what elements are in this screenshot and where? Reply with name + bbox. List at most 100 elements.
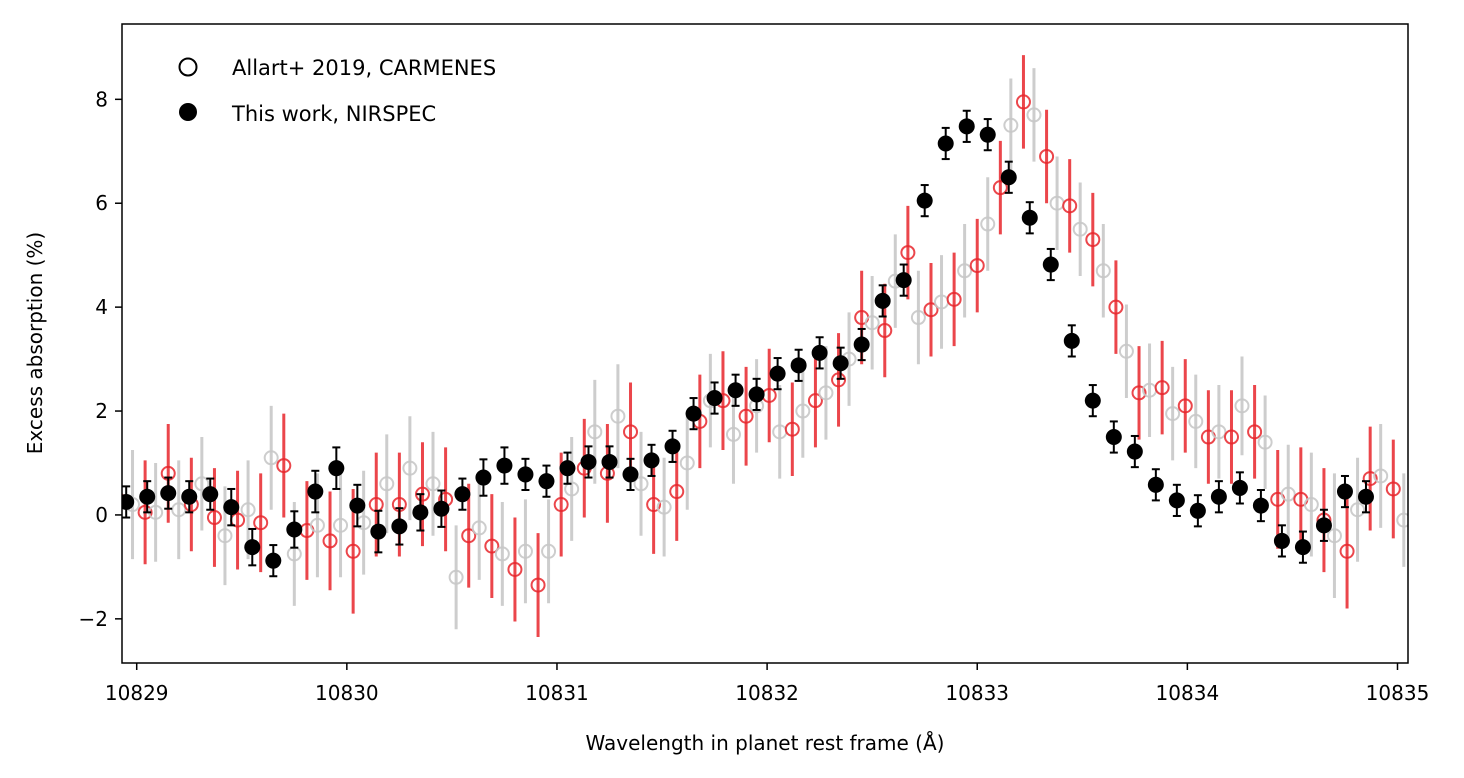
nirspec-point (139, 488, 156, 505)
carmenes-point (738, 408, 754, 424)
carmenes-point (656, 499, 672, 515)
nirspec-point (1357, 488, 1374, 505)
nirspec-point (1021, 209, 1038, 226)
carmenes-point (587, 424, 603, 440)
nirspec-point (769, 365, 786, 382)
nirspec-point (622, 466, 639, 483)
carmenes-point (461, 528, 477, 544)
carmenes-point (1280, 486, 1296, 502)
carmenes-point (1095, 263, 1111, 279)
nirspec-point (811, 344, 828, 361)
nirspec-point (433, 500, 450, 517)
nirspec-point (223, 499, 240, 516)
nirspec-point (328, 460, 345, 477)
y-tick-label: 8 (95, 87, 108, 111)
carmenes-point (276, 458, 292, 474)
x-axis-label: Wavelength in planet rest frame (Å) (586, 731, 945, 755)
nirspec-point (643, 452, 660, 469)
nirspec-point (349, 497, 366, 514)
legend-marker-nirspec (179, 103, 197, 121)
nirspec-point (1294, 539, 1311, 556)
axes-frame (121, 23, 1409, 664)
nirspec-point (244, 539, 261, 556)
carmenes-point (1062, 198, 1078, 214)
carmenes-point (471, 520, 487, 536)
carmenes-point (379, 476, 395, 492)
y-tick-label: 0 (95, 503, 108, 527)
nirspec-point (265, 552, 282, 569)
y-tick-label: −2 (79, 607, 108, 631)
carmenes-point (910, 310, 926, 326)
nirspec-point (1273, 532, 1290, 549)
carmenes-point (807, 393, 823, 409)
carmenes-point (679, 455, 695, 471)
nirspec-point (685, 405, 702, 422)
carmenes-point (969, 258, 985, 274)
nirspec-point (580, 453, 597, 470)
carmenes-point (1154, 380, 1170, 396)
carmenes-point (448, 569, 464, 585)
nirspec-point (122, 493, 135, 510)
carmenes-point (1339, 543, 1355, 559)
carmenes-point (784, 421, 800, 437)
x-tick-label: 10831 (525, 681, 589, 705)
nirspec-point (853, 336, 870, 353)
carmenes-point (333, 517, 349, 533)
carmenes-point (484, 538, 500, 554)
carmenes-point (171, 502, 187, 518)
carmenes-point (137, 504, 153, 520)
x-tick-label: 10834 (1156, 681, 1220, 705)
nirspec-point (1315, 517, 1332, 534)
carmenes-point (564, 481, 580, 497)
nirspec-point (895, 272, 912, 289)
carmenes-point (864, 315, 880, 331)
nirspec-point (937, 135, 954, 152)
carmenes-point (507, 561, 523, 577)
carmenes-point (1026, 107, 1042, 123)
nirspec-point (1252, 497, 1269, 514)
carmenes-point (1118, 343, 1134, 359)
carmenes-point (877, 323, 893, 339)
nirspec-point (1210, 488, 1227, 505)
carmenes-point (253, 515, 269, 531)
carmenes-point (1385, 481, 1401, 497)
carmenes-point (194, 476, 210, 492)
carmenes-point (900, 245, 916, 261)
carmenes-point (1350, 502, 1366, 518)
carmenes-point (1003, 117, 1019, 133)
x-tick-label: 10830 (315, 681, 379, 705)
carmenes-point (206, 510, 222, 526)
nirspec-point (370, 523, 387, 540)
carmenes-point (1234, 398, 1250, 414)
carmenes-point (623, 424, 639, 440)
carmenes-point (263, 450, 279, 466)
carmenes-point (795, 403, 811, 419)
legend: Allart+ 2019, CARMENES This work, NIRSPE… (178, 56, 496, 126)
nirspec-point (391, 518, 408, 535)
x-tick-label: 10829 (105, 681, 169, 705)
nirspec-point (1063, 332, 1080, 349)
carmenes-point (610, 408, 626, 424)
nirspec-point (1105, 429, 1122, 446)
plot-area (122, 55, 1408, 638)
carmenes-point (322, 533, 338, 549)
nirspec-point (874, 292, 891, 309)
carmenes-point (1247, 424, 1263, 440)
nirspec-point (202, 486, 219, 503)
carmenes-point (494, 546, 510, 562)
nirspec-point (1231, 479, 1248, 496)
carmenes-point (1177, 398, 1193, 414)
nirspec-point (1336, 483, 1353, 500)
nirspec-point (517, 466, 534, 483)
nirspec-point (1042, 256, 1059, 273)
legend-marker-carmenes (178, 57, 198, 77)
carmenes-point (818, 385, 834, 401)
carmenes-point (1303, 497, 1319, 513)
nirspec-point (1147, 476, 1164, 493)
nirspec-point (181, 488, 198, 505)
y-axis-label: Excess absorption (%) (23, 232, 47, 454)
carmenes-point (980, 216, 996, 232)
nirspec-point (454, 486, 471, 503)
y-tick-label: 6 (95, 191, 108, 215)
carmenes-point (345, 543, 361, 559)
